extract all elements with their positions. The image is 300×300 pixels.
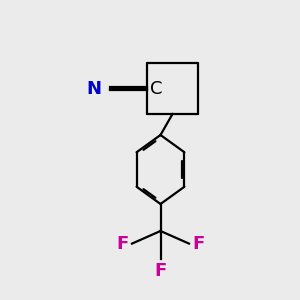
Text: F: F <box>117 235 129 253</box>
Text: F: F <box>154 262 166 280</box>
Text: F: F <box>192 235 204 253</box>
Text: N: N <box>86 80 101 98</box>
Text: C: C <box>150 80 162 98</box>
